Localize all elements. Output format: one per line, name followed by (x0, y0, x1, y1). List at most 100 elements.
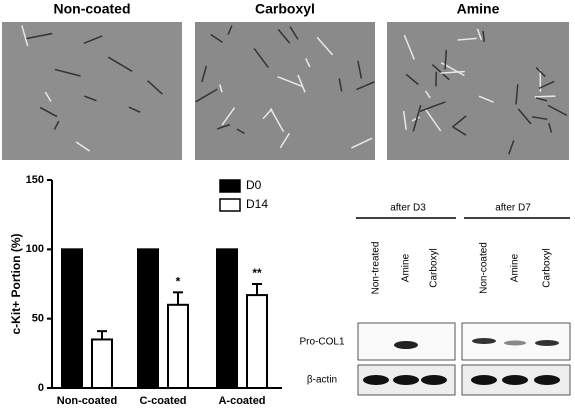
legend-label: D0 (246, 178, 262, 192)
cell (457, 37, 477, 41)
panel-label: Non-coated (54, 1, 131, 17)
lane-label: Non-treated (371, 242, 382, 295)
band (472, 338, 496, 344)
cell (357, 60, 363, 79)
cell (476, 28, 483, 41)
cell (21, 25, 29, 47)
band (535, 340, 559, 346)
bar (167, 303, 189, 389)
cell (482, 30, 486, 43)
cell (221, 107, 236, 126)
micrographs: Non-coated Carboxyl Amine (2, 1, 569, 160)
band (394, 341, 418, 349)
cell (515, 84, 519, 105)
cell (147, 80, 163, 95)
micrograph (195, 22, 375, 160)
lane-label: Non-coated (479, 242, 490, 294)
bar (61, 248, 83, 389)
error-bar (252, 283, 262, 296)
cell (236, 128, 245, 135)
x-tick-label: C-coated (139, 395, 186, 407)
cell (227, 25, 233, 35)
band (502, 375, 528, 385)
cell (425, 109, 442, 132)
cell (351, 137, 373, 149)
group-label: after D7 (495, 203, 531, 214)
band (363, 375, 389, 385)
band (393, 375, 419, 385)
cell (107, 56, 133, 72)
cell (532, 116, 548, 121)
band (534, 375, 560, 385)
cell (534, 95, 556, 98)
cell (279, 132, 290, 149)
blot: after D3 after D7 Pro-COL1 β-actin (299, 203, 571, 396)
lane-label: Amine (401, 253, 412, 282)
cell (305, 58, 311, 68)
x-tick-label: A-coated (218, 395, 265, 407)
y-axis-label: c-Kit+ Portion (%) (9, 233, 23, 334)
cell (431, 63, 450, 81)
bar (91, 338, 113, 390)
cell (253, 48, 270, 69)
cell (419, 101, 446, 113)
cell (538, 80, 555, 90)
cell (451, 115, 467, 128)
bar (246, 294, 268, 389)
cell (262, 108, 273, 120)
micrograph (2, 22, 182, 160)
cell (338, 78, 343, 92)
cell (478, 95, 494, 103)
cell (548, 123, 553, 133)
cell (201, 65, 208, 83)
cell (297, 74, 306, 93)
legend-swatch (219, 179, 241, 193)
cell (356, 81, 375, 91)
band (421, 375, 447, 385)
cell (75, 141, 91, 152)
error-bar (97, 330, 107, 340)
cell (403, 34, 415, 60)
bar (216, 248, 238, 389)
y-tick-label: 50 (32, 313, 44, 325)
cell (83, 35, 103, 44)
cell (424, 90, 431, 99)
cell (440, 70, 465, 74)
cell (44, 91, 52, 102)
cell (25, 32, 53, 40)
error-bar (173, 291, 183, 305)
cell (54, 68, 81, 77)
band (471, 375, 497, 385)
cell (84, 95, 97, 102)
cell (535, 66, 546, 78)
cell (547, 104, 568, 117)
y-tick-label: 0 (38, 382, 44, 394)
cell (405, 73, 419, 86)
cell (195, 88, 218, 103)
cell (128, 106, 141, 113)
x-tick-label: Non-coated (57, 395, 118, 407)
cell (39, 106, 58, 118)
lane-label: Amine (510, 253, 521, 282)
cell (269, 108, 285, 133)
cell (453, 126, 467, 136)
panel-label: Carboxyl (255, 1, 315, 17)
group-label: after D3 (390, 203, 426, 214)
lane-label: Carboxyl (429, 248, 440, 287)
cell (53, 120, 60, 130)
cell (316, 36, 334, 56)
cell (210, 33, 223, 43)
cell (219, 84, 223, 93)
cell (536, 97, 548, 102)
cell (289, 26, 299, 40)
cell (412, 104, 422, 132)
y-tick-label: 150 (26, 174, 44, 186)
cell (517, 108, 532, 125)
cell (402, 110, 407, 131)
significance: * (176, 274, 181, 288)
y-tick-label: 100 (26, 243, 44, 255)
legend-label: D14 (246, 197, 268, 211)
cell (444, 49, 448, 70)
significance: ** (252, 266, 262, 280)
